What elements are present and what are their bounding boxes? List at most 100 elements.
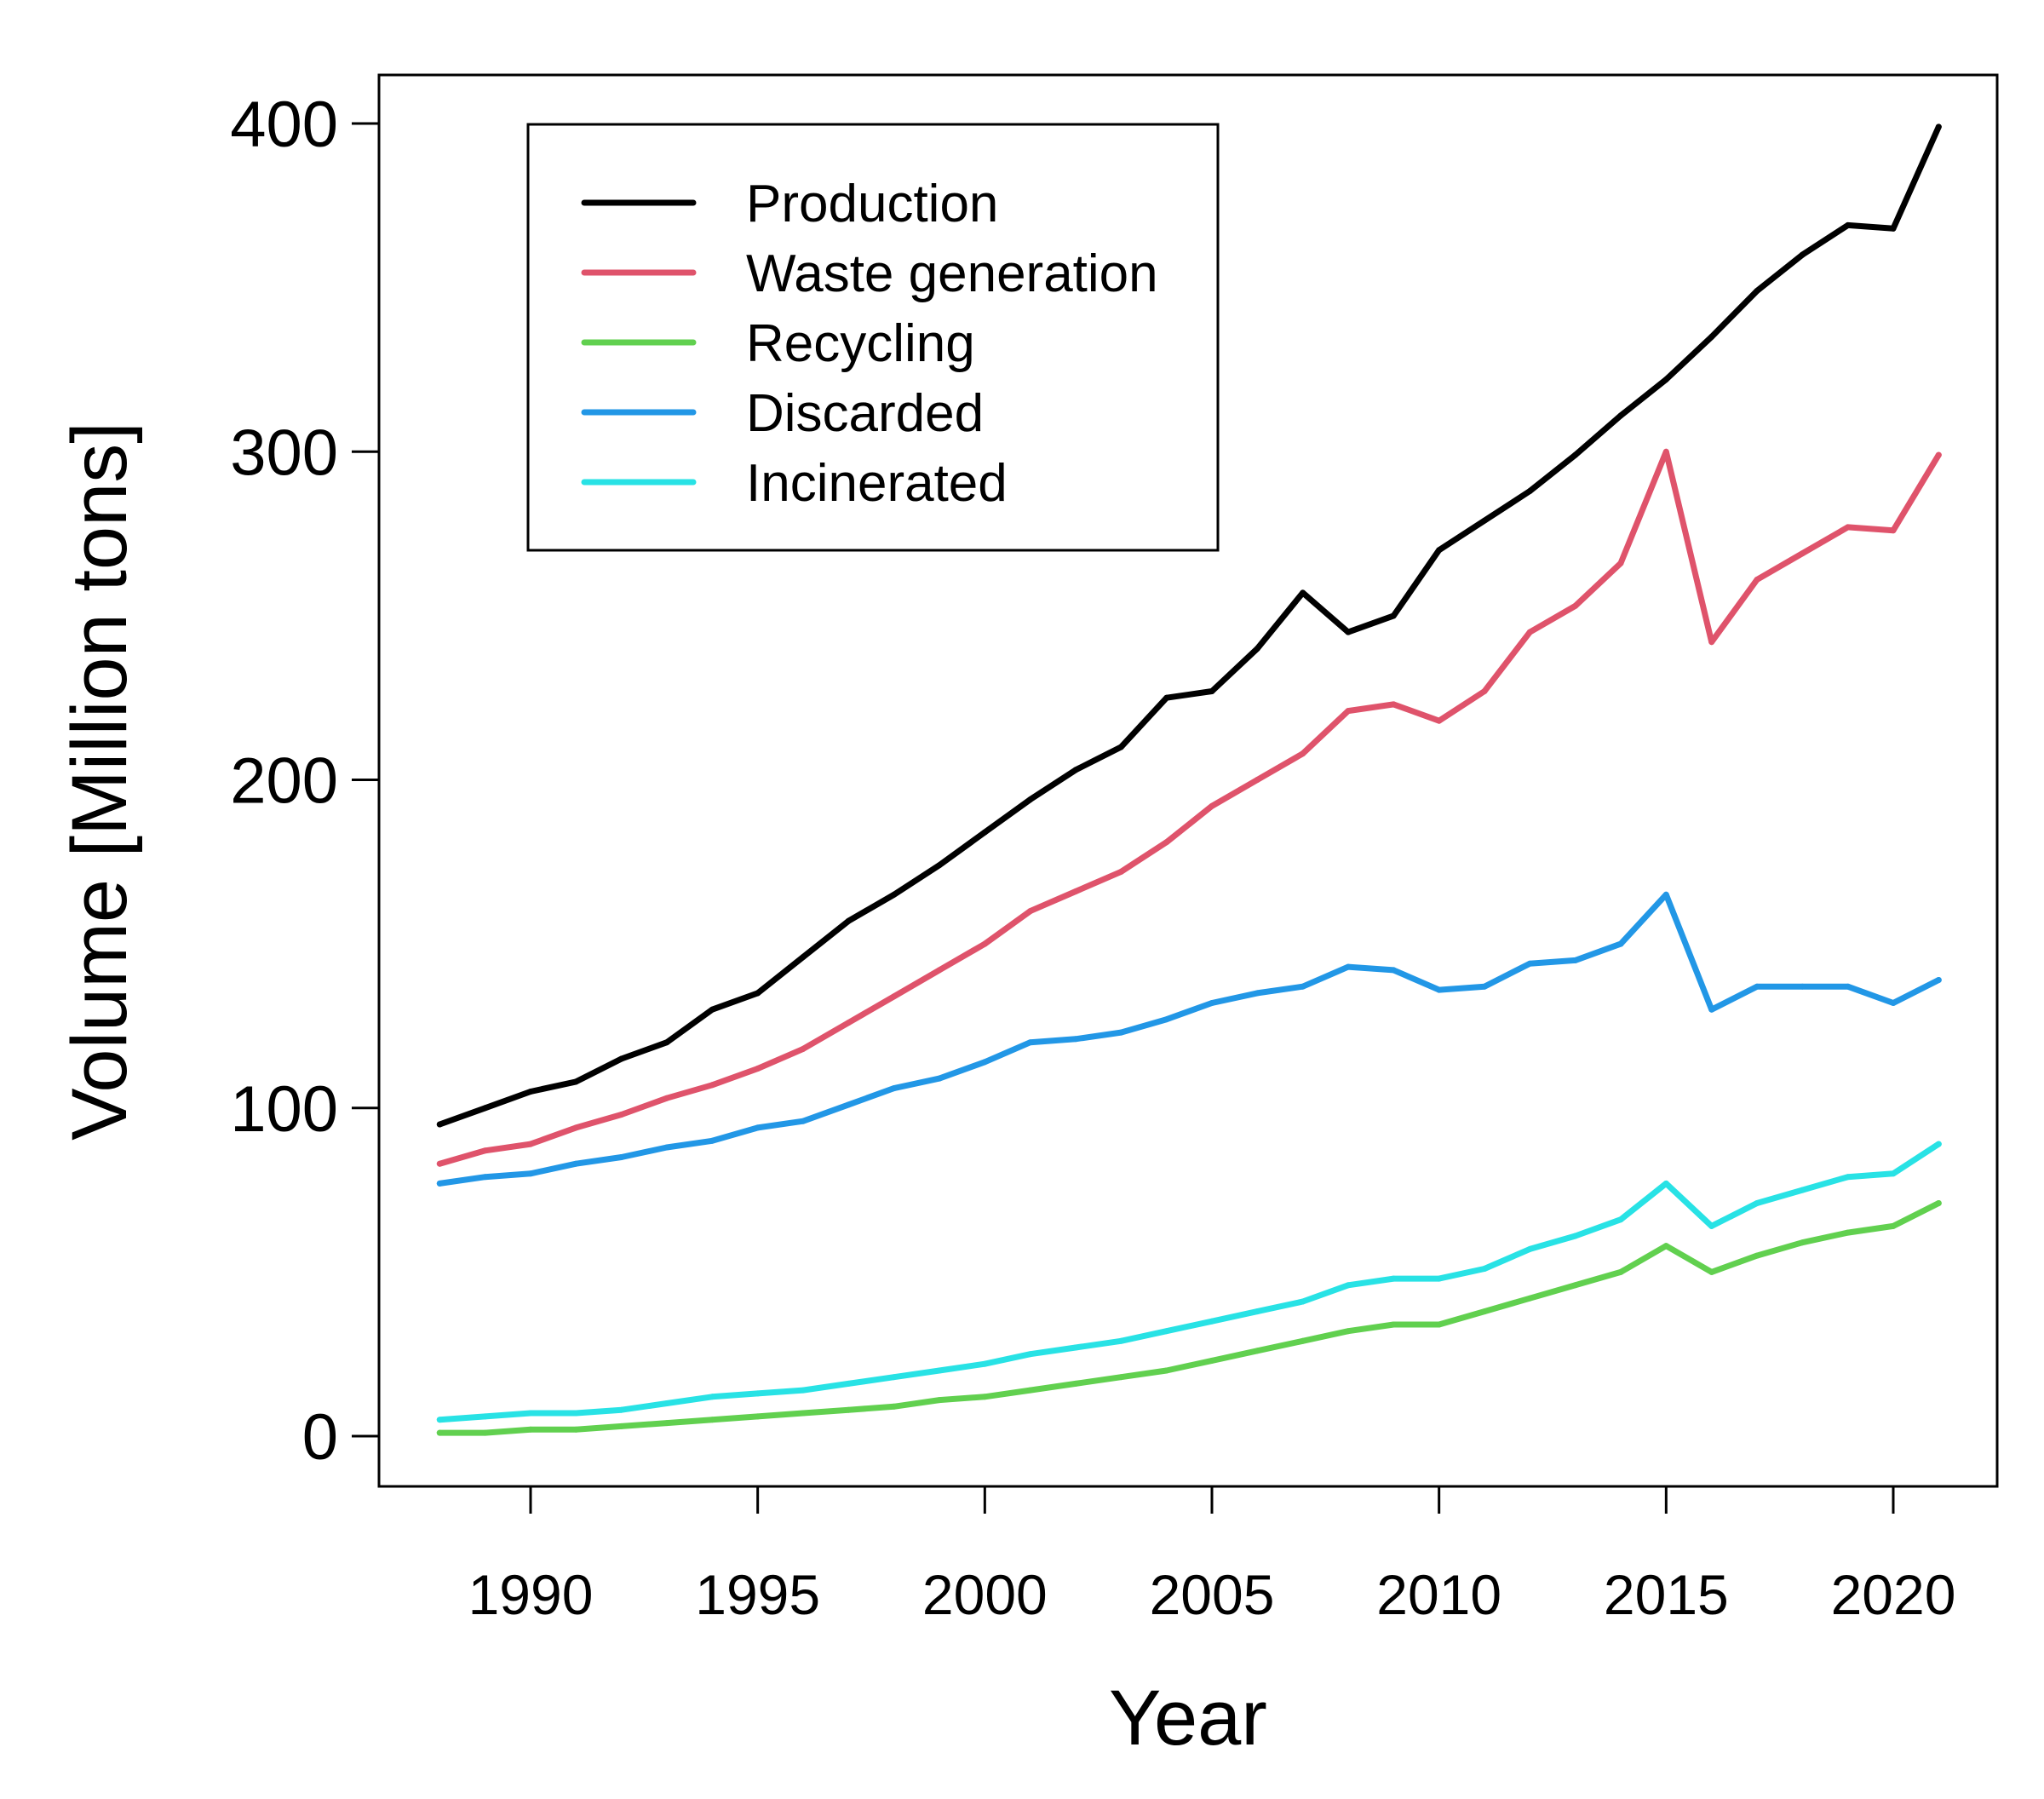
series-line xyxy=(436,448,1942,1167)
data-point xyxy=(800,1045,807,1052)
data-point xyxy=(1345,1282,1352,1289)
y-tick-label: 100 xyxy=(230,1073,338,1146)
data-point xyxy=(1526,1245,1533,1252)
data-point xyxy=(1254,990,1260,997)
data-point xyxy=(1254,645,1260,652)
data-point xyxy=(981,1394,988,1400)
data-point xyxy=(482,1413,489,1420)
data-point xyxy=(436,1180,443,1187)
data-point xyxy=(709,1394,715,1400)
x-tick-label: 1995 xyxy=(695,1563,820,1626)
data-point xyxy=(1300,750,1306,757)
data-point xyxy=(1436,717,1443,724)
data-point xyxy=(527,1426,534,1433)
data-point xyxy=(1662,376,1669,382)
data-point xyxy=(1436,547,1443,554)
data-point xyxy=(1845,524,1852,531)
x-tick-label: 2010 xyxy=(1376,1563,1501,1626)
data-point xyxy=(618,1423,625,1429)
legend-label: Waste generation xyxy=(746,244,1158,303)
data-point xyxy=(1300,983,1306,990)
data-point xyxy=(709,1006,715,1013)
data-point xyxy=(1436,1275,1443,1282)
data-point xyxy=(936,1075,943,1082)
x-tick-label: 2000 xyxy=(922,1563,1048,1626)
data-point xyxy=(709,1417,715,1423)
data-point xyxy=(1526,1295,1533,1302)
series-line xyxy=(436,891,1942,1187)
data-point xyxy=(1572,602,1579,609)
data-point xyxy=(482,1429,489,1436)
data-point xyxy=(800,1410,807,1417)
data-point xyxy=(1935,977,1942,983)
data-point xyxy=(1300,589,1306,596)
data-point xyxy=(1436,1321,1443,1328)
data-point xyxy=(845,1406,852,1413)
legend-label: Production xyxy=(746,175,998,233)
data-point xyxy=(1345,708,1352,715)
data-point xyxy=(1209,1357,1215,1364)
data-point xyxy=(755,1413,761,1420)
x-tick-label: 2020 xyxy=(1831,1563,1956,1626)
data-point xyxy=(1481,1266,1488,1272)
data-point xyxy=(1117,744,1124,750)
data-point xyxy=(482,1147,489,1154)
series-incinerated xyxy=(436,1141,1942,1423)
data-point xyxy=(436,1160,443,1167)
data-point xyxy=(1708,333,1715,340)
data-point xyxy=(1072,767,1079,773)
data-point xyxy=(1890,1000,1897,1006)
data-point xyxy=(1209,802,1215,809)
data-point xyxy=(663,1039,670,1046)
data-point xyxy=(572,1426,579,1433)
legend-item: Incinerated xyxy=(581,454,1008,513)
data-point xyxy=(663,1144,670,1151)
y-axis-title: Volume [Million tons] xyxy=(56,422,143,1141)
data-point xyxy=(1072,1036,1079,1043)
data-point xyxy=(1526,488,1533,494)
data-point xyxy=(1708,639,1715,646)
data-point xyxy=(1254,1348,1260,1354)
data-point xyxy=(436,1429,443,1436)
data-point xyxy=(1345,1328,1352,1335)
data-point xyxy=(1572,957,1579,963)
data-point xyxy=(755,1066,761,1072)
data-point xyxy=(572,1410,579,1417)
data-point xyxy=(1754,1200,1760,1206)
data-point xyxy=(1027,796,1034,803)
data-point xyxy=(1300,1298,1306,1305)
x-axis: 1990 1995 2000 2005 2010 2015 2020 xyxy=(468,1486,1956,1626)
data-point xyxy=(1117,1374,1124,1381)
data-point xyxy=(1935,1141,1942,1147)
data-point xyxy=(1481,517,1488,524)
data-point xyxy=(527,1141,534,1147)
data-point xyxy=(1662,891,1669,898)
data-point xyxy=(1072,1380,1079,1387)
data-point xyxy=(1662,448,1669,455)
data-point xyxy=(1209,688,1215,694)
data-point xyxy=(1935,451,1942,458)
data-point xyxy=(1254,777,1260,783)
x-axis-title: Year xyxy=(1109,1675,1267,1762)
data-point xyxy=(663,1420,670,1427)
data-point xyxy=(1617,1268,1624,1275)
data-point xyxy=(436,1417,443,1423)
data-point xyxy=(1117,868,1124,875)
data-point xyxy=(936,1367,943,1374)
data-point xyxy=(981,1059,988,1066)
data-point xyxy=(1617,1216,1624,1223)
data-point xyxy=(981,940,988,947)
data-point xyxy=(981,829,988,836)
data-point xyxy=(527,1410,534,1417)
y-tick-label: 400 xyxy=(230,89,338,161)
data-point xyxy=(1754,1252,1760,1259)
data-point xyxy=(891,1403,898,1410)
data-point xyxy=(1117,1337,1124,1344)
data-point xyxy=(800,1387,807,1394)
data-point xyxy=(981,1360,988,1367)
data-point xyxy=(800,954,807,960)
data-point xyxy=(936,862,943,869)
data-point xyxy=(1072,1344,1079,1351)
